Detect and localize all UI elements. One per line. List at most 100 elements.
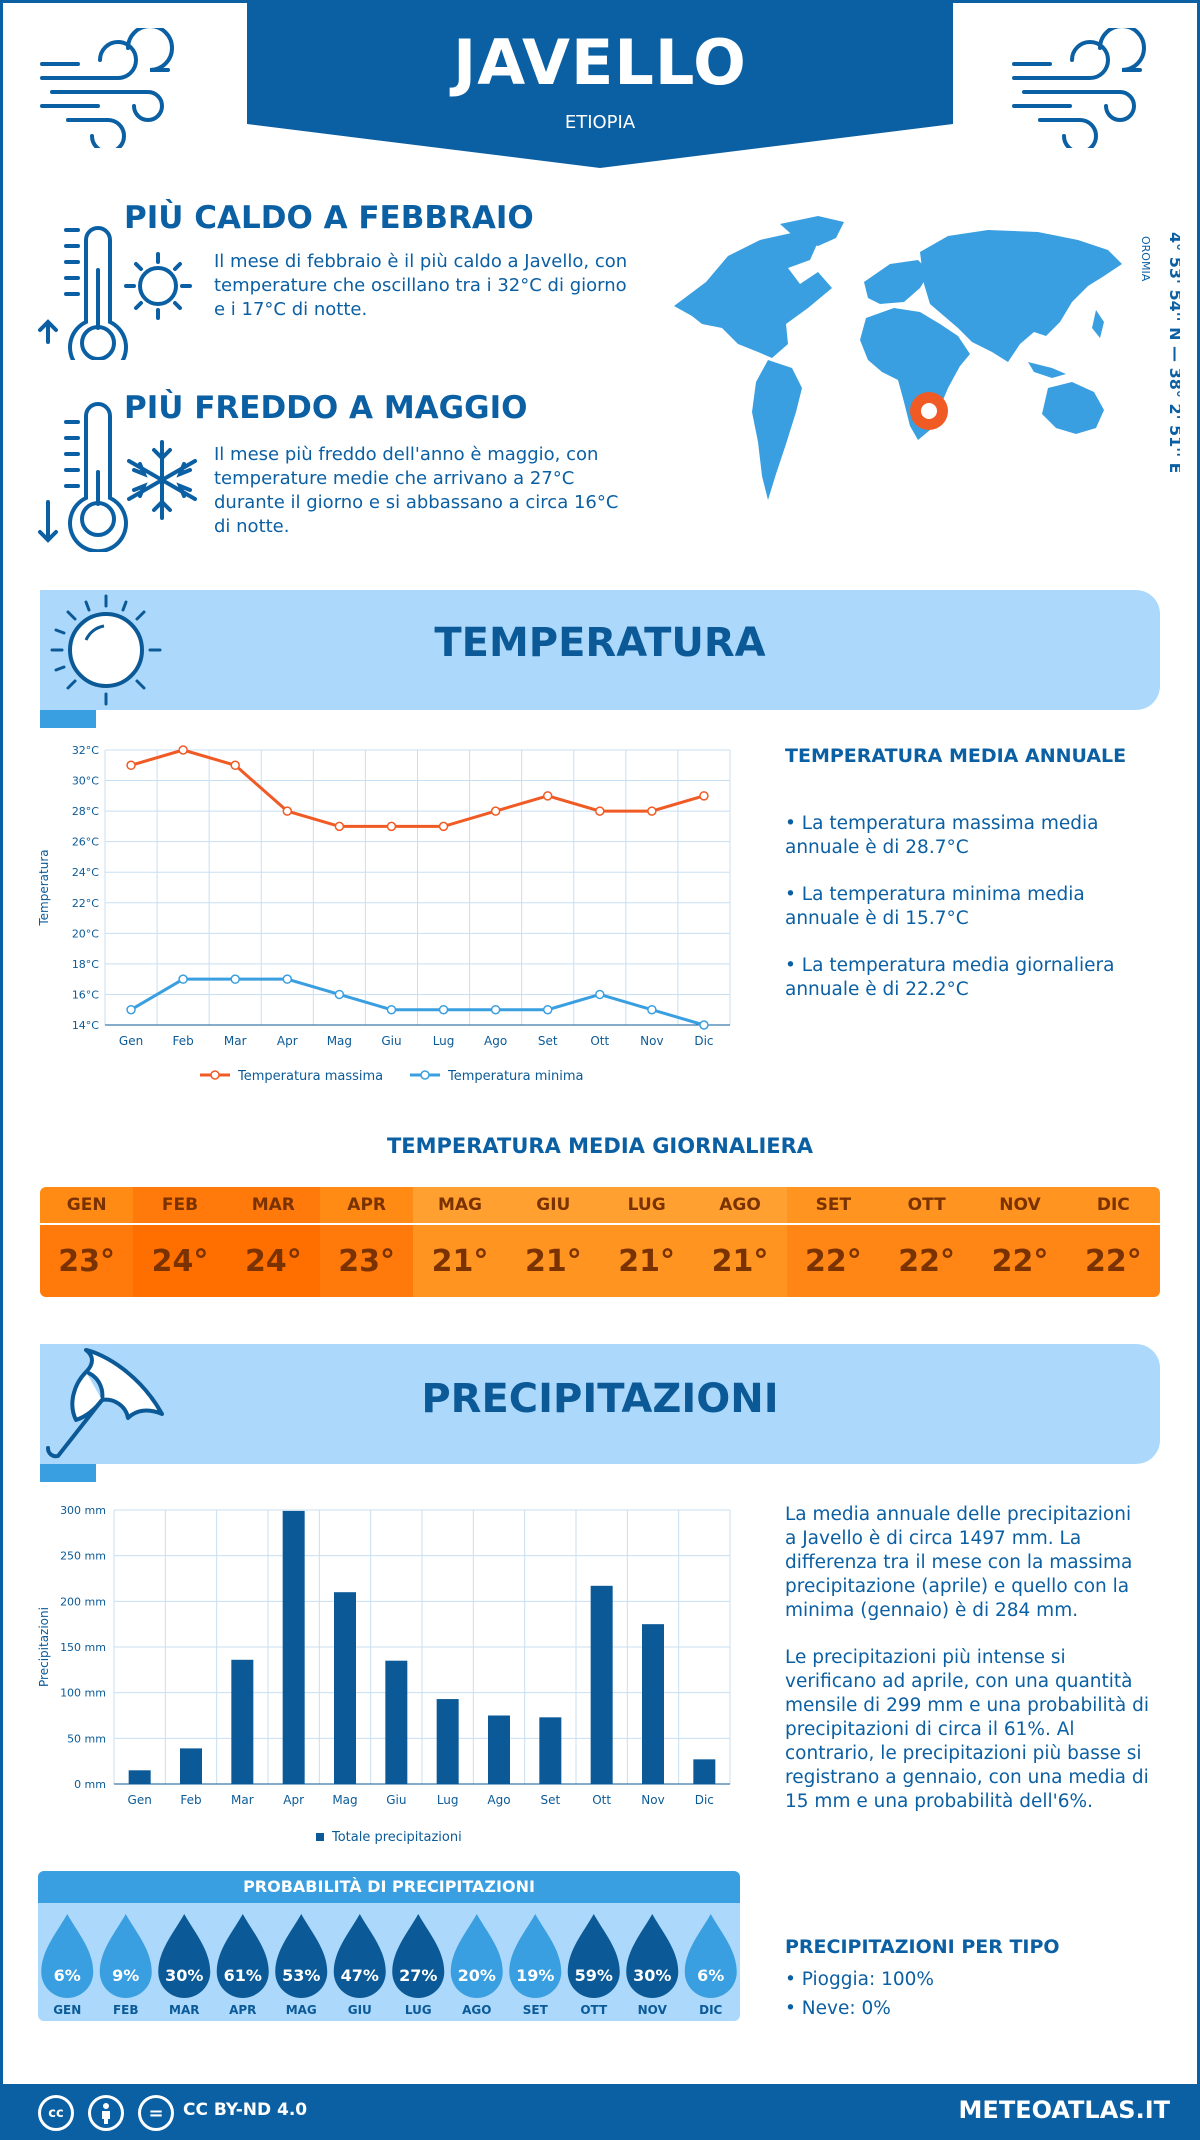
bar	[231, 1659, 254, 1784]
daily-temp-value: 24°	[133, 1225, 227, 1297]
data-point	[490, 806, 501, 816]
footer-bar	[0, 2084, 1200, 2140]
bar	[180, 1748, 202, 1784]
bar	[385, 1660, 408, 1784]
coordinates-label: 4° 53' 54'' N — 38° 2' 51'' E OROMIA	[1139, 232, 1180, 472]
daily-temp-value: 22°	[786, 1225, 880, 1297]
temp-bullet-mean: • La temperatura media giornaliera annua…	[785, 955, 1115, 1000]
daily-temp-cell: OTT 22°	[880, 1187, 974, 1297]
bar	[128, 1770, 151, 1784]
raindrop-icon	[509, 1914, 562, 1998]
data-point	[334, 821, 345, 832]
daily-temp-cell: MAG 21°	[413, 1187, 507, 1297]
daily-temp-value: 24°	[226, 1225, 320, 1297]
probability-month: FEB	[113, 2003, 139, 2017]
umbrella-icon	[46, 1348, 164, 1459]
coordinates-text: 4° 53' 54'' N — 38° 2' 51'' E	[1166, 232, 1180, 472]
daily-temp-value: 21°	[693, 1225, 787, 1297]
site-link[interactable]: METEOATLAS.IT	[958, 2096, 1170, 2124]
precip-summary-2: Le precipitazioni più intense si verific…	[785, 1647, 1149, 1812]
cc-license-icon[interactable]: cc	[38, 2095, 74, 2131]
daily-temp-cell: GEN 23°	[40, 1187, 134, 1297]
daily-temp-cell: AGO 21°	[693, 1187, 787, 1297]
wind-icon-left	[40, 28, 174, 148]
bar	[282, 1510, 305, 1784]
daily-temp-month: MAG	[413, 1187, 507, 1225]
raindrop-icon	[158, 1914, 211, 1998]
probability-month: AGO	[462, 2003, 491, 2017]
data-point	[230, 760, 240, 771]
legend-label: Temperatura minima	[447, 1069, 584, 1084]
x-tick-label: Ott	[592, 1793, 611, 1807]
y-tick-label: 50 mm	[67, 1732, 106, 1745]
bar	[642, 1624, 664, 1784]
daily-temp-month: SET	[786, 1187, 880, 1225]
daily-temp-cell: APR 23°	[320, 1187, 414, 1297]
legend-label: Temperatura massima	[237, 1069, 383, 1084]
probability-value: 47%	[341, 1966, 379, 1985]
daily-temp-cell: GIU 21°	[506, 1187, 600, 1297]
probability-month: MAR	[169, 2003, 199, 2017]
data-point	[490, 1004, 501, 1015]
data-point	[542, 791, 553, 801]
daily-temp-cell: FEB 24°	[133, 1187, 227, 1297]
daily-temp-value: 23°	[40, 1225, 134, 1297]
daily-temp-value: 21°	[600, 1225, 694, 1297]
x-tick-label: Apr	[283, 1793, 304, 1807]
y-tick-label: 30°C	[72, 775, 99, 788]
temperature-section-title: TEMPERATURA	[434, 620, 766, 666]
data-point	[230, 974, 240, 984]
no-derivatives-icon[interactable]: =	[138, 2095, 174, 2131]
legend-swatch	[316, 1833, 324, 1841]
license-label[interactable]: CC BY-ND 4.0	[183, 2100, 308, 2120]
thermometer-hot-icon	[38, 226, 192, 360]
y-tick-label: 0 mm	[74, 1778, 106, 1791]
x-tick-label: Giu	[381, 1034, 401, 1048]
probability-month: OTT	[580, 2003, 608, 2017]
bar	[488, 1715, 510, 1784]
x-tick-label: Lug	[433, 1034, 455, 1048]
daily-temp-value: 22°	[1066, 1225, 1160, 1297]
raindrop-icon	[392, 1914, 445, 1998]
x-tick-label: Apr	[277, 1034, 298, 1048]
y-tick-label: 16°C	[72, 988, 99, 1001]
probability-value: 6%	[697, 1966, 724, 1985]
daily-temp-month: GEN	[40, 1187, 134, 1225]
daily-temp-month: AGO	[693, 1187, 787, 1225]
probability-value: 30%	[633, 1966, 671, 1985]
x-tick-label: Set	[538, 1034, 558, 1048]
precip-probability-row: 6% GEN 9% FEB 30% MAR 61% APR 53% MAG 47% GIU 27% LUG…	[38, 1910, 740, 2018]
attribution-icon[interactable]	[88, 2095, 124, 2131]
raindrop-icon	[626, 1914, 679, 1998]
y-tick-label: 14°C	[72, 1019, 99, 1032]
data-point	[438, 821, 449, 832]
data-point	[542, 1004, 553, 1015]
bar	[334, 1592, 356, 1784]
daily-temp-month: FEB	[133, 1187, 227, 1225]
data-point	[282, 974, 293, 984]
warmest-title: PIÙ CALDO A FEBBRAIO	[124, 200, 534, 236]
temp-bullet-max: • La temperatura massima media annuale è…	[785, 813, 1099, 858]
y-tick-label: 18°C	[72, 958, 99, 971]
raindrop-icon	[684, 1914, 737, 1998]
x-tick-label: Gen	[119, 1034, 143, 1048]
probability-value: 6%	[54, 1966, 81, 1985]
daily-temp-cell: NOV 22°	[973, 1187, 1067, 1297]
probability-month: LUG	[405, 2003, 432, 2017]
probability-month: GEN	[53, 2003, 81, 2017]
x-tick-label: Ott	[590, 1034, 609, 1048]
coldest-title: PIÙ FREDDO A MAGGIO	[124, 390, 528, 426]
x-tick-label: Mar	[231, 1793, 254, 1807]
sun-icon	[50, 594, 162, 706]
daily-temp-value: 21°	[413, 1225, 507, 1297]
daily-temp-month: NOV	[973, 1187, 1067, 1225]
daily-temp-cell: DIC 22°	[1066, 1187, 1160, 1297]
region-text: OROMIA	[1139, 236, 1152, 282]
data-point	[595, 989, 605, 1000]
bar	[539, 1717, 562, 1784]
x-tick-label: Giu	[386, 1793, 406, 1807]
y-tick-label: 24°C	[72, 866, 99, 879]
x-tick-label: Lug	[437, 1793, 459, 1807]
temp-section-band	[40, 590, 1160, 710]
page-title: JAVELLO	[453, 26, 747, 99]
